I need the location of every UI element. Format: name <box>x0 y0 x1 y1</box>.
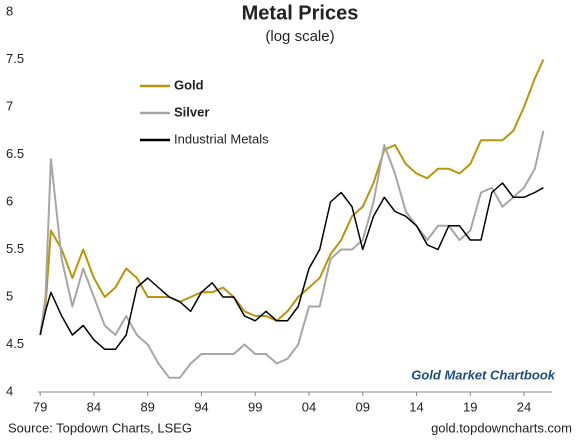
x-tick-label: 04 <box>302 399 316 414</box>
y-tick-label: 6.5 <box>6 146 24 161</box>
y-tick-label: 7 <box>6 98 13 113</box>
y-tick-label: 6 <box>6 193 13 208</box>
y-tick-label: 7.5 <box>6 51 24 66</box>
y-tick-label: 4 <box>6 383 13 398</box>
x-tick-label: 14 <box>409 399 423 414</box>
x-tick-label: 84 <box>87 399 101 414</box>
series-line <box>39 59 545 336</box>
legend-label: Gold <box>174 77 204 92</box>
y-tick-label: 8 <box>6 3 13 18</box>
chart-title: Metal Prices <box>242 2 359 24</box>
legend-label: Industrial Metals <box>174 131 269 146</box>
x-tick-label: 24 <box>517 399 531 414</box>
y-tick-label: 5 <box>6 288 13 303</box>
chart-subtitle: (log scale) <box>265 28 334 45</box>
series-line <box>39 182 544 351</box>
legend-label: Silver <box>174 104 209 119</box>
website: gold.topdowncharts.com <box>431 420 572 435</box>
x-tick-label: 79 <box>33 399 47 414</box>
y-tick-label: 5.5 <box>6 241 24 256</box>
source: Source: Topdown Charts, LSEG <box>8 420 192 435</box>
x-tick-label: 19 <box>463 399 477 414</box>
x-tick-label: 99 <box>248 399 262 414</box>
x-tick-label: 94 <box>194 399 208 414</box>
x-tick-label: 89 <box>140 399 154 414</box>
y-tick-label: 4.5 <box>6 336 24 351</box>
x-tick-label: 09 <box>356 399 370 414</box>
series-line <box>39 130 545 379</box>
annotation: Gold Market Chartbook <box>411 367 556 382</box>
